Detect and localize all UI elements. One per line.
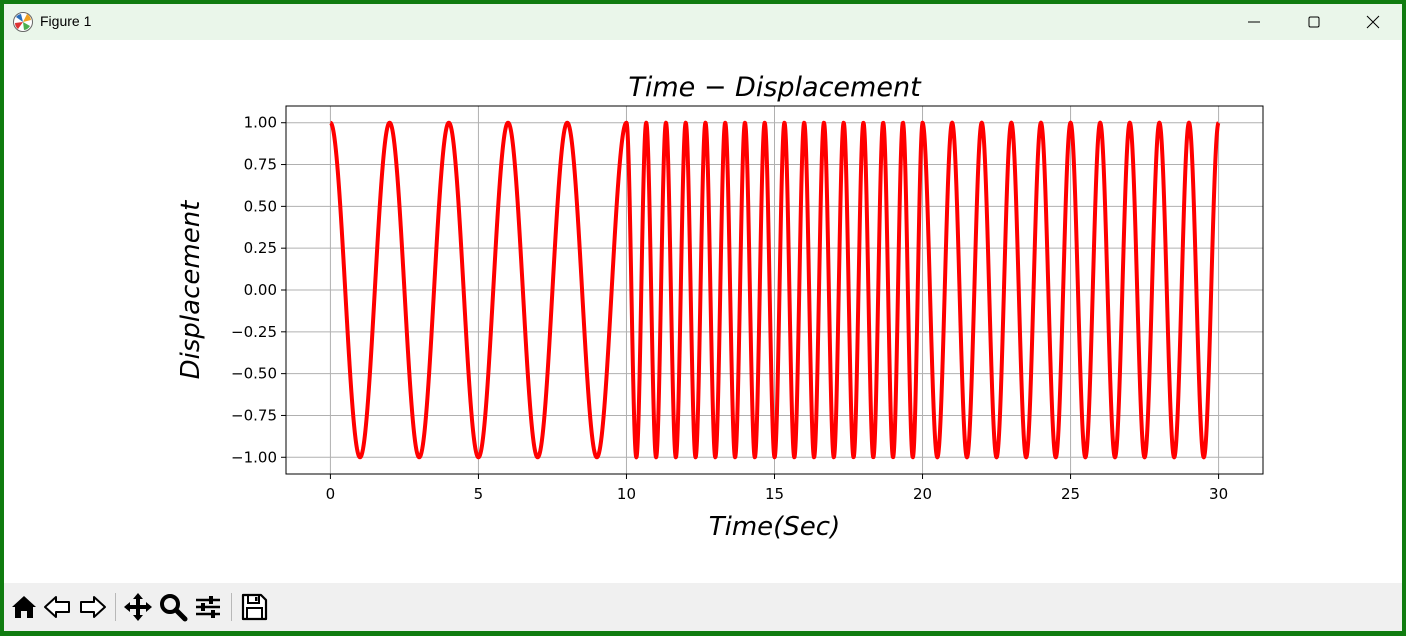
y-tick-label: −0.25 bbox=[231, 323, 277, 341]
maximize-button[interactable] bbox=[1285, 4, 1343, 40]
x-tick-label: 10 bbox=[617, 485, 636, 503]
minimize-icon bbox=[1248, 21, 1260, 23]
zoom-button[interactable] bbox=[157, 591, 189, 623]
y-tick-label: 1.00 bbox=[244, 114, 277, 132]
x-tick-label: 15 bbox=[765, 485, 784, 503]
magnifier-icon bbox=[160, 594, 188, 622]
home-icon bbox=[12, 596, 36, 618]
y-axis-label: Displacement bbox=[176, 200, 206, 380]
configure-subplots-button[interactable] bbox=[192, 591, 224, 623]
y-tick-label: 0.75 bbox=[244, 156, 277, 174]
x-tick-label: 20 bbox=[913, 485, 932, 503]
axis-ticks: 0 5 10 15 20 25 30 1.00 0.75 0.50 0.25 0.00 −0.25 −0.… bbox=[231, 114, 1228, 503]
plot-lines bbox=[328, 120, 1221, 460]
close-button[interactable] bbox=[1344, 4, 1402, 40]
home-button[interactable] bbox=[8, 591, 40, 623]
navigation-toolbar bbox=[4, 583, 1402, 631]
arrow-left-icon bbox=[44, 596, 70, 618]
x-tick-label: 30 bbox=[1209, 485, 1228, 503]
figure-canvas: 0 5 10 15 20 25 30 1.00 0.75 0.50 0.25 0.00 −0.25 −0.… bbox=[4, 40, 1402, 583]
y-tick-label: 0.50 bbox=[244, 197, 277, 215]
close-icon bbox=[1366, 15, 1380, 29]
back-button[interactable] bbox=[42, 591, 74, 623]
y-tick-label: −1.00 bbox=[231, 448, 277, 466]
pan-button[interactable] bbox=[122, 591, 154, 623]
floppy-disk-icon bbox=[241, 593, 268, 621]
x-tick-label: 0 bbox=[326, 485, 336, 503]
save-button[interactable] bbox=[238, 591, 270, 623]
figure-window: Figure 1 0 5 10 15 20 25 30 1.00 0.75 0.50 0.25 0.0… bbox=[4, 4, 1402, 631]
toolbar-separator bbox=[115, 593, 116, 621]
x-tick-label: 5 bbox=[474, 485, 484, 503]
y-tick-label: 0.00 bbox=[244, 281, 277, 299]
chart-title: Time − Displacement bbox=[628, 72, 922, 103]
displacement-series-line bbox=[328, 120, 1221, 460]
title-bar: Figure 1 bbox=[4, 4, 1402, 40]
x-tick-label: 25 bbox=[1061, 485, 1080, 503]
line-chart: 0 5 10 15 20 25 30 1.00 0.75 0.50 0.25 0.00 −0.25 −0.… bbox=[176, 72, 1264, 542]
sliders-icon bbox=[196, 596, 220, 618]
toolbar-separator bbox=[231, 593, 232, 621]
y-tick-label: −0.50 bbox=[231, 365, 277, 383]
y-tick-label: 0.25 bbox=[244, 239, 277, 257]
minimize-button[interactable] bbox=[1225, 4, 1283, 40]
arrow-right-icon bbox=[80, 596, 106, 618]
window-title: Figure 1 bbox=[40, 13, 92, 29]
x-axis-label: Time(Sec) bbox=[709, 512, 841, 542]
matplotlib-app-icon bbox=[13, 12, 33, 32]
maximize-icon bbox=[1308, 16, 1320, 28]
move-icon bbox=[124, 593, 152, 621]
forward-button[interactable] bbox=[76, 591, 108, 623]
y-tick-label: −0.75 bbox=[231, 406, 277, 424]
